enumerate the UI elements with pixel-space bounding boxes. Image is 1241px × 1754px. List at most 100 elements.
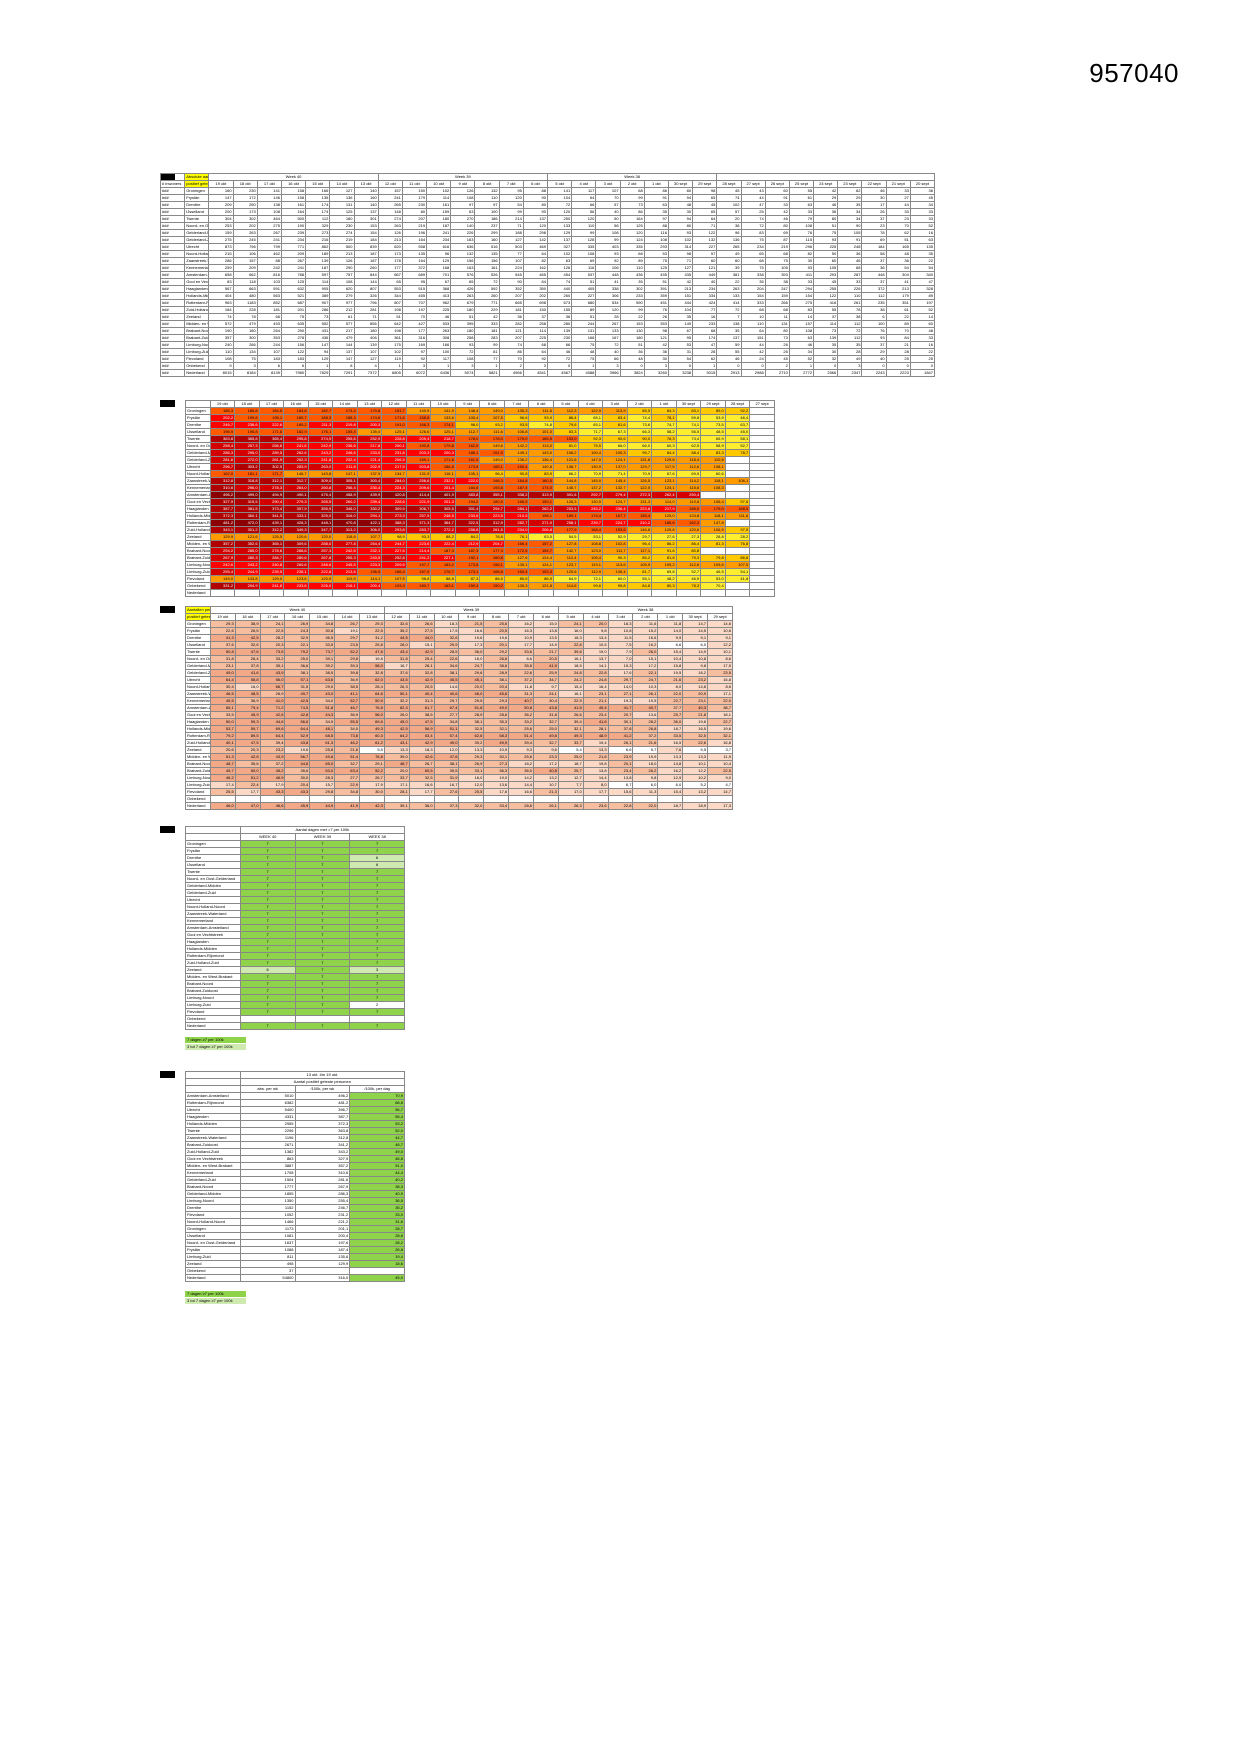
value-cell: 72 bbox=[716, 306, 742, 314]
abs-per-week: 1855 bbox=[239, 1190, 296, 1198]
heat-cell: 343,1 bbox=[209, 526, 236, 534]
value-cell: 9,1 bbox=[707, 634, 733, 642]
value-cell: 168 bbox=[571, 334, 597, 342]
value-cell: 10,1 bbox=[682, 760, 709, 768]
date-header: 21 sept bbox=[885, 180, 911, 188]
value-cell: 161 bbox=[280, 201, 307, 209]
value-cell: 73,8 bbox=[334, 732, 361, 740]
heat-cell: 278,6 bbox=[258, 547, 285, 555]
value-cell: 42,5 bbox=[234, 634, 261, 642]
region-name: IJsselland bbox=[184, 208, 210, 216]
heat-cell: 124,1 bbox=[651, 484, 677, 492]
heat-cell: 105,4 bbox=[454, 414, 481, 422]
value-cell: 78 bbox=[861, 229, 887, 237]
value-cell: 50,9 bbox=[359, 697, 385, 705]
value-cell: 32,5 bbox=[458, 725, 485, 733]
value-cell: 127 bbox=[353, 355, 379, 363]
heat-cell: 97,5 bbox=[724, 526, 751, 534]
value-cell: 15,1 bbox=[408, 641, 435, 649]
heat-cell: 283,9 bbox=[283, 463, 309, 471]
value-cell: 98 bbox=[692, 187, 718, 195]
date-header: 18 okt bbox=[234, 400, 260, 408]
value-cell: 6 bbox=[280, 362, 307, 370]
value-cell: 37,8 bbox=[234, 662, 261, 670]
value-cell: 45 bbox=[716, 187, 742, 195]
region-name: Zaanstreek-Waterland bbox=[184, 257, 210, 265]
value-cell: 135 bbox=[909, 243, 936, 251]
value-cell: 280 bbox=[546, 320, 573, 328]
value-cell: 45 bbox=[909, 194, 936, 202]
heat-cell: 66,3 bbox=[626, 428, 653, 436]
heat-cell bbox=[454, 589, 481, 597]
heat-cell: 212,9 bbox=[454, 540, 481, 548]
days-cell: 7 bbox=[349, 959, 405, 967]
date-header: 2 okt bbox=[619, 180, 645, 188]
table-row: Midden- en West-Brabant51,342,843,956,74… bbox=[185, 753, 733, 761]
value-cell: 35,1 bbox=[259, 662, 286, 670]
days-cell: 7 bbox=[349, 868, 405, 876]
value-cell: 22,8 bbox=[582, 669, 609, 677]
table-row: ###Gelderland-Midden15926326723927327415… bbox=[159, 229, 936, 237]
value-cell: 70 bbox=[885, 222, 911, 230]
heat-cell: 209,6 bbox=[405, 484, 432, 492]
days-cell: 6 bbox=[349, 854, 405, 862]
heat-cell: 264,0 bbox=[283, 484, 309, 492]
heat-cell: 123,6 bbox=[283, 575, 309, 583]
value-cell: 265 bbox=[377, 201, 403, 209]
value-cell: 5821 bbox=[474, 369, 500, 377]
value-cell: 807 bbox=[377, 299, 403, 307]
value-cell: 2988 bbox=[740, 369, 766, 377]
heat-cell: 428,3 bbox=[283, 519, 309, 527]
heat-cell: 206,9 bbox=[381, 456, 407, 464]
value-cell: 45,9 bbox=[284, 802, 311, 810]
table-row: IJsselland 37,6 32,6 20,3 22,1 33,5 23,5 25,8 28… bbox=[185, 641, 733, 649]
per-100k-day: 28,2 bbox=[349, 1239, 405, 1247]
heat-cell: 140,8 bbox=[528, 463, 554, 471]
value-cell: 42,9 bbox=[408, 648, 435, 656]
value-cell: 4567 bbox=[546, 369, 573, 377]
value-cell: 404 bbox=[208, 292, 234, 300]
heat-cell bbox=[749, 533, 775, 541]
heat-cell: 293,8 bbox=[381, 526, 407, 534]
value-cell: 67 bbox=[426, 278, 452, 286]
value-cell: 14,7 bbox=[682, 620, 709, 628]
heat-cell: 239,7 bbox=[577, 519, 604, 527]
value-cell: 59,3 bbox=[234, 718, 261, 726]
value-cell: 335 bbox=[619, 243, 645, 251]
value-cell: 41 bbox=[595, 278, 621, 286]
value-cell: 21,5 bbox=[458, 620, 485, 628]
heat-cell: 149,0 bbox=[479, 456, 505, 464]
value-cell: 112 bbox=[305, 215, 331, 223]
value-cell: 28,6 bbox=[508, 802, 535, 810]
value-cell: 186 bbox=[474, 215, 500, 223]
value-cell: 75 bbox=[232, 355, 258, 363]
value-cell: 43,3 bbox=[259, 788, 286, 796]
value-cell: 8,0 bbox=[657, 683, 684, 691]
value-cell: 31,8 bbox=[209, 655, 236, 663]
value-cell: 72 bbox=[546, 201, 573, 209]
heat-cell: 76,3 bbox=[651, 435, 677, 443]
value-cell: 83 bbox=[788, 306, 815, 314]
value-cell: 46,0 bbox=[209, 802, 236, 810]
value-cell: 22,8 bbox=[607, 802, 634, 810]
value-cell: 844 bbox=[353, 271, 379, 279]
value-cell: 591 bbox=[256, 285, 282, 293]
value-cell: 132 bbox=[450, 250, 476, 258]
value-cell: 3966 bbox=[595, 369, 621, 377]
value-cell: 37,8 bbox=[607, 725, 634, 733]
value-cell: 80 bbox=[401, 208, 428, 216]
heat-cell: 141,9 bbox=[430, 407, 456, 415]
legend-seven-days: 7 dagen ≥7 per 100k bbox=[185, 1291, 246, 1297]
value-cell: 129 bbox=[305, 355, 331, 363]
value-cell: 154 bbox=[740, 292, 766, 300]
value-cell: 15,8 bbox=[657, 662, 684, 670]
value-cell: 25,7 bbox=[657, 711, 684, 719]
heat-cell: 210,2 bbox=[626, 519, 653, 527]
value-cell: 41,6 bbox=[234, 669, 261, 677]
value-cell: 304 bbox=[208, 215, 234, 223]
value-cell: 226 bbox=[837, 285, 863, 293]
legend-seven-days: 7 dagen ≥7 per 100k bbox=[185, 1037, 246, 1043]
value-cell: 214 bbox=[498, 215, 524, 223]
value-cell: 45 bbox=[764, 355, 790, 363]
